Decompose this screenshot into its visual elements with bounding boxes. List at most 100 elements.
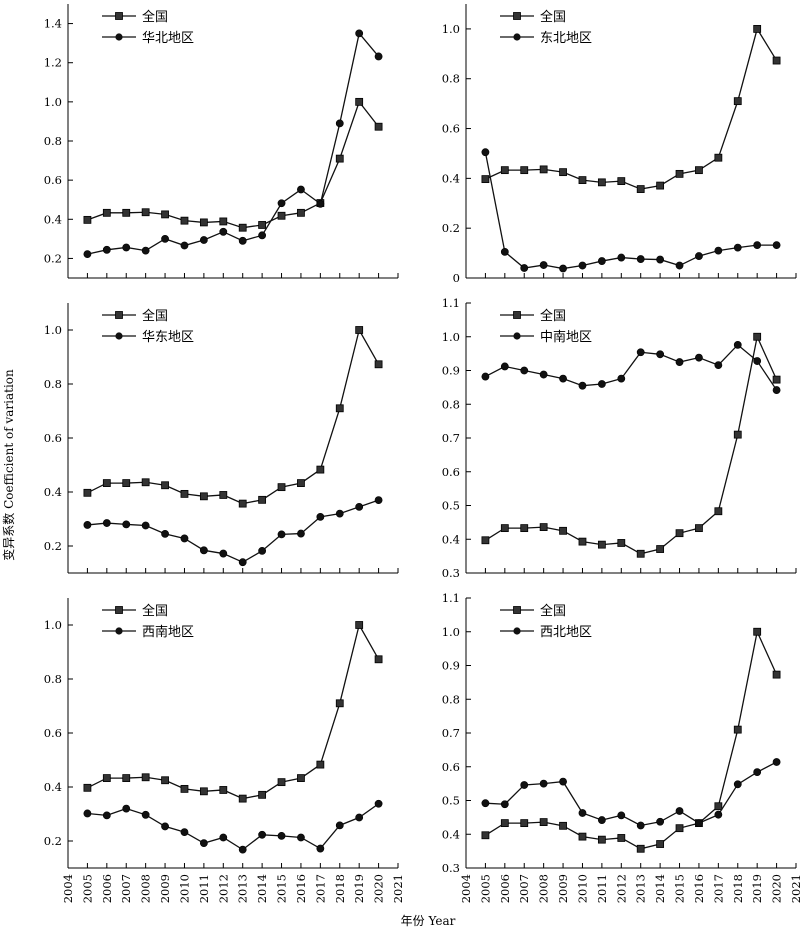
legend-square-marker: [513, 606, 521, 614]
circle-marker: [772, 241, 781, 250]
circle-marker: [374, 799, 383, 808]
circle-marker: [578, 381, 587, 390]
square-marker: [539, 523, 548, 531]
y-tick-label: 0.8: [44, 377, 62, 391]
legend-label: 全国: [142, 603, 168, 619]
square-marker: [733, 725, 742, 734]
square-marker: [161, 481, 169, 490]
legend-label: 全国: [540, 308, 566, 324]
square-marker: [102, 774, 111, 782]
series-line-1: [485, 629, 778, 850]
y-tick-label: 1.0: [44, 95, 62, 109]
circle-marker: [675, 261, 684, 270]
y-tick-label: 0.6: [44, 431, 62, 445]
square-marker: [597, 540, 606, 549]
circle-marker: [753, 241, 762, 250]
legend-label: 西北地区: [540, 625, 592, 640]
series-line-2: [87, 803, 379, 851]
circle-marker: [597, 816, 606, 824]
series-line-2: [485, 343, 778, 391]
circle-marker: [199, 236, 208, 244]
square-marker: [481, 536, 490, 545]
square-marker: [83, 488, 92, 497]
x-tick-label: 2014: [653, 874, 667, 903]
circle-marker: [258, 231, 267, 240]
circle-marker: [180, 534, 189, 543]
y-tick-label: 0.7: [442, 726, 460, 740]
circle-marker: [714, 246, 723, 255]
circle-marker: [695, 819, 703, 828]
legend-circle-marker: [513, 33, 521, 41]
circle-marker: [316, 844, 325, 853]
x-tick-label: 2019: [750, 874, 764, 903]
circle-marker: [559, 264, 567, 273]
circle-marker: [277, 831, 286, 840]
x-tick-label: 2021: [789, 874, 800, 903]
x-tick-label: 2005: [80, 874, 94, 903]
circle-marker: [733, 780, 742, 789]
square-marker: [122, 479, 131, 487]
square-marker: [277, 778, 286, 787]
square-marker: [219, 217, 228, 226]
x-tick-label: 2016: [294, 874, 308, 903]
y-tick-label: 1.0: [442, 330, 460, 344]
square-marker: [374, 122, 383, 131]
circle-marker: [335, 119, 344, 128]
circle-marker: [636, 255, 645, 263]
legend-label: 西南地区: [142, 624, 194, 640]
legend-label: 东北地区: [540, 31, 592, 46]
x-tick-label: 2005: [478, 874, 492, 903]
circle-marker: [297, 185, 305, 194]
circle-marker: [656, 255, 665, 264]
x-tick-label: 2007: [517, 874, 531, 903]
series-line-2: [87, 31, 380, 255]
circle-marker: [733, 340, 742, 349]
square-marker: [753, 332, 762, 341]
x-tick-label: 2015: [275, 874, 289, 903]
square-marker: [772, 375, 781, 384]
square-marker: [539, 165, 548, 174]
y-tick-label: 0.4: [44, 485, 62, 499]
circle-marker: [238, 845, 247, 854]
legend-label: 中南地区: [540, 329, 592, 345]
x-tick-label: 2012: [216, 874, 230, 903]
circle-marker: [122, 243, 131, 252]
square-marker: [102, 208, 111, 217]
square-marker: [122, 774, 131, 782]
y-tick-label: 1.0: [442, 22, 460, 36]
square-marker: [617, 834, 626, 842]
x-tick-label: 2016: [692, 874, 706, 903]
circle-marker: [656, 350, 665, 359]
square-marker: [675, 169, 684, 178]
legend-label: 全国: [142, 9, 168, 25]
square-marker: [277, 211, 286, 220]
square-marker: [520, 819, 529, 828]
series-line-1: [485, 334, 778, 555]
circle-marker: [753, 357, 762, 365]
circle-marker: [714, 361, 723, 369]
x-tick-label: 2020: [372, 874, 386, 903]
square-marker: [102, 479, 111, 487]
y-tick-label: 0.6: [442, 760, 460, 774]
square-marker: [500, 524, 509, 533]
circle-marker: [753, 768, 762, 777]
circle-marker: [617, 253, 626, 262]
square-marker: [578, 537, 587, 546]
circle-marker: [219, 833, 228, 842]
circle-marker: [520, 781, 529, 789]
series-line-1: [87, 623, 380, 800]
circle-marker: [297, 529, 305, 538]
square-marker: [355, 326, 364, 334]
legend-label: 华东地区: [142, 330, 194, 345]
x-tick-label: 2011: [595, 874, 609, 903]
x-tick-label: 2018: [333, 874, 347, 903]
x-tick-label: 2019: [352, 874, 366, 903]
circle-marker: [335, 509, 344, 518]
circle-marker: [258, 830, 267, 839]
square-marker: [355, 621, 364, 629]
square-marker: [636, 549, 645, 558]
y-tick-label: 0.9: [442, 364, 460, 378]
circle-marker: [141, 810, 150, 819]
